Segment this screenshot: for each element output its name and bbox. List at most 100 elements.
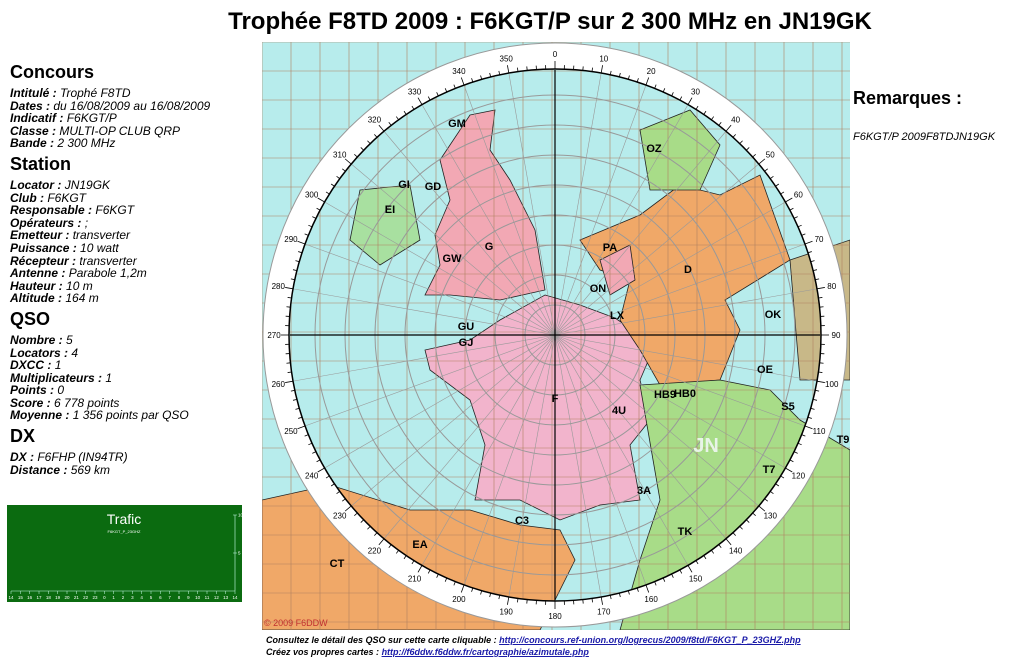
info-key: Altitude :	[10, 291, 62, 306]
country-prefix: GW	[443, 253, 463, 265]
footer: Consultez le détail des QSO sur cette ca…	[266, 634, 801, 658]
ring-tick	[316, 207, 321, 211]
ring-tick	[815, 278, 820, 281]
bearing-label: 230	[333, 512, 347, 521]
info-line: Points : 0	[10, 384, 260, 397]
ring-tick	[662, 88, 666, 93]
ring-tick	[807, 251, 812, 254]
footer-line: Consultez le détail des QSO sur cette ca…	[266, 634, 801, 646]
bearing-label: 120	[792, 472, 806, 481]
info-value: transverter	[79, 253, 137, 268]
bearing-label: 40	[731, 116, 740, 125]
bearing-label: 260	[272, 380, 286, 389]
ring-tick	[317, 197, 325, 203]
ring-tick	[758, 158, 766, 165]
traffic-hour: 16	[27, 595, 33, 600]
ring-tick	[290, 389, 295, 392]
footer-link[interactable]: http://concours.ref-union.org/logrecus/2…	[499, 635, 801, 645]
info-value: 10 watt	[80, 240, 119, 255]
traffic-hour: 14	[232, 595, 238, 600]
footer-link[interactable]: http://f6ddw.f6ddw.fr/cartographie/azimu…	[381, 647, 589, 657]
ring-tick	[427, 569, 431, 574]
info-value: F6FHP (IN94TR)	[37, 450, 128, 465]
ring-tick	[304, 434, 309, 437]
ring-tick	[785, 467, 793, 473]
bearing-ray	[384, 131, 556, 336]
ring-tick	[769, 175, 774, 179]
footer-text: Créez vos propres cartes :	[266, 647, 382, 657]
ring-tick	[471, 587, 474, 592]
info-line: Multiplicateurs : 1	[10, 370, 260, 385]
bearing-ray	[554, 105, 688, 336]
bearing-label: 20	[647, 67, 656, 76]
section-heading: DX	[10, 426, 36, 447]
info-line: Distance : 569 km	[10, 462, 260, 477]
ring-tick	[764, 498, 769, 502]
country-prefix: CT	[330, 558, 345, 570]
bearing-label: 270	[267, 331, 281, 340]
info-key: Dates :	[10, 98, 51, 113]
country-prefix: 3A	[637, 485, 651, 497]
bearing-ray	[554, 164, 759, 336]
ring-tick	[312, 451, 317, 454]
info-line: Puissance : 10 watt	[10, 242, 260, 255]
ring-tick	[618, 72, 621, 77]
ring-tick	[775, 483, 780, 487]
ring-tick	[341, 498, 346, 502]
bearing-label: 110	[813, 427, 826, 436]
bearing-label: 290	[284, 235, 298, 244]
info-line: Bande : 2 300 MHz	[10, 137, 260, 150]
bearing-label: 180	[548, 612, 562, 621]
info-value: 2 300 MHz	[57, 136, 116, 151]
ring-tick	[290, 278, 295, 281]
ring-tick	[336, 491, 341, 495]
bearing-ray	[384, 334, 556, 539]
ring-tick	[304, 233, 309, 236]
ring-tick	[679, 569, 683, 574]
ring-tick	[813, 269, 818, 272]
ring-tick	[816, 380, 825, 383]
bearing-ray	[293, 288, 556, 336]
ring-tick	[417, 565, 423, 573]
info-line: Classe : MULTI-OP CLUB QRP	[10, 124, 260, 138]
ring-tick	[480, 75, 483, 80]
bearing-label: 200	[452, 595, 466, 604]
ring-tick	[818, 297, 823, 299]
bearing-ray	[554, 202, 785, 336]
ring-tick	[752, 512, 756, 516]
ring-tick	[687, 565, 693, 573]
ring-tick	[388, 544, 392, 549]
info-value: 569 km	[70, 462, 111, 477]
country-prefix: GI	[398, 179, 410, 191]
ring-tick	[769, 491, 774, 495]
ring-tick	[292, 398, 297, 401]
ring-tick	[417, 97, 423, 105]
ring-tick	[308, 224, 313, 228]
ring-tick	[360, 519, 364, 523]
ring-tick	[609, 70, 612, 75]
bearing-ray	[351, 334, 556, 506]
ring-tick	[427, 96, 431, 101]
info-value: 4	[71, 345, 79, 360]
ring-tick	[810, 260, 815, 263]
ring-tick	[317, 467, 325, 473]
ring-tick	[618, 593, 621, 598]
ring-tick	[739, 140, 743, 144]
ring-tick	[287, 371, 292, 373]
bearing-label: 70	[815, 235, 824, 244]
ring-tick	[498, 70, 501, 75]
info-value: 6 778 points	[54, 395, 120, 410]
info-line: Score : 6 778 points	[10, 397, 260, 410]
bearing-label: 310	[333, 150, 347, 159]
ring-tick	[654, 84, 657, 89]
ring-tick	[444, 577, 448, 582]
info-key: Club :	[10, 190, 44, 205]
info-line: DX : F6FHP (IN94TR)	[10, 451, 260, 464]
info-value: 1	[105, 370, 113, 385]
ring-tick	[297, 425, 306, 430]
ring-tick	[793, 451, 798, 454]
info-value: F6KGT	[95, 203, 135, 218]
country-prefix: HB0	[674, 388, 696, 400]
ring-tick	[507, 65, 510, 74]
